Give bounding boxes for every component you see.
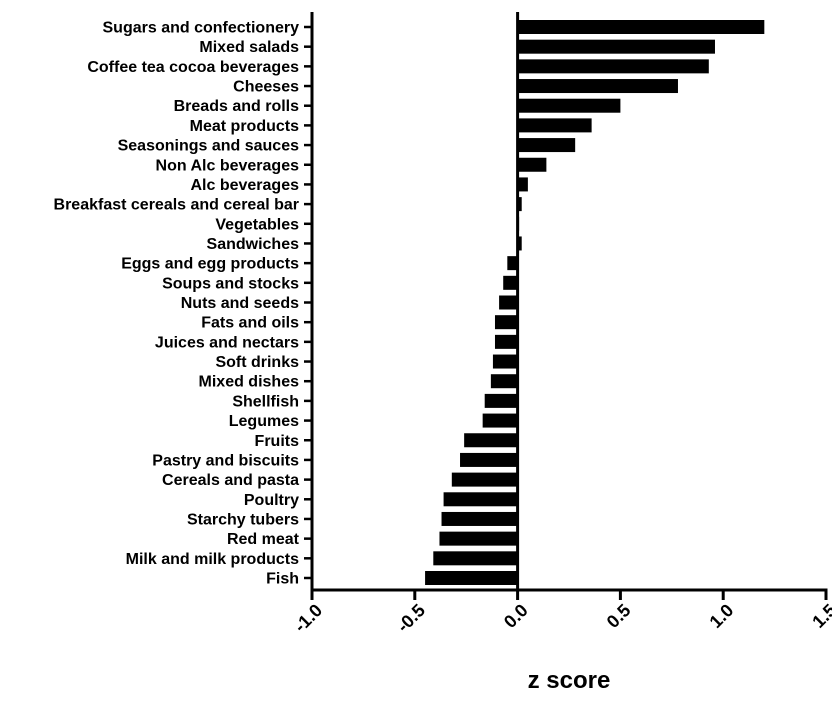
category-label: Mixed salads bbox=[199, 39, 299, 56]
category-label: Mixed dishes bbox=[199, 374, 300, 391]
bar bbox=[517, 177, 528, 192]
category-label: Soups and stocks bbox=[162, 275, 299, 292]
category-label: Seasonings and sauces bbox=[118, 138, 300, 155]
x-tick-label: 0.0 bbox=[500, 600, 532, 632]
category-label: Legumes bbox=[229, 413, 299, 430]
category-label: Vegetables bbox=[215, 216, 299, 233]
category-label: Pastry and biscuits bbox=[152, 452, 299, 469]
category-label: Eggs and egg products bbox=[121, 256, 299, 273]
category-label: Juices and nectars bbox=[155, 334, 299, 351]
category-label: Cheeses bbox=[233, 79, 299, 96]
bar bbox=[482, 413, 518, 428]
bar bbox=[490, 374, 518, 389]
bar bbox=[517, 138, 576, 153]
bar bbox=[517, 157, 547, 172]
x-ticks-group: -1.0 -0.5 0.0 0.5 1.0 1.5 bbox=[290, 590, 832, 636]
bar bbox=[439, 531, 518, 546]
x-axis-title: z score bbox=[528, 667, 611, 694]
bar bbox=[517, 118, 592, 133]
category-label: Sandwiches bbox=[207, 236, 300, 253]
x-tick-label: -1.0 bbox=[290, 600, 326, 636]
category-labels-group: Sugars and confectionery Mixed salads Coff… bbox=[54, 20, 300, 588]
category-label: Red meat bbox=[227, 531, 300, 548]
bar bbox=[425, 571, 518, 585]
bar bbox=[492, 354, 518, 369]
bar bbox=[517, 20, 765, 34]
category-label: Alc beverages bbox=[190, 177, 299, 194]
category-label: Shellfish bbox=[232, 393, 299, 410]
category-label: Nuts and seeds bbox=[181, 295, 299, 312]
bar bbox=[484, 393, 518, 408]
category-label: Coffee tea cocoa beverages bbox=[87, 59, 299, 76]
bar bbox=[517, 59, 709, 74]
bar bbox=[517, 236, 522, 251]
bar bbox=[503, 275, 518, 290]
bar bbox=[517, 98, 621, 113]
category-label: Fats and oils bbox=[201, 315, 299, 332]
bar bbox=[499, 295, 518, 310]
bar bbox=[494, 334, 518, 349]
category-label: Milk and milk products bbox=[126, 551, 299, 568]
bar bbox=[460, 452, 518, 467]
x-tick-label: 0.5 bbox=[603, 600, 635, 632]
category-label: Soft drinks bbox=[215, 354, 299, 371]
category-label: Breakfast cereals and cereal bar bbox=[54, 197, 299, 214]
category-label: Sugars and confectionery bbox=[103, 20, 300, 37]
category-label: Breads and rolls bbox=[174, 98, 299, 115]
bar bbox=[464, 433, 518, 448]
x-tick-label: -0.5 bbox=[393, 600, 429, 636]
bar bbox=[441, 511, 518, 526]
bar bbox=[517, 39, 715, 54]
category-label: Fish bbox=[266, 571, 299, 588]
bar bbox=[433, 551, 518, 566]
category-label: Meat products bbox=[190, 118, 299, 135]
category-label: Non Alc beverages bbox=[156, 157, 300, 174]
category-label: Starchy tubers bbox=[187, 511, 299, 528]
bars-group bbox=[425, 12, 765, 590]
x-tick-label: 1.5 bbox=[808, 600, 832, 632]
bar bbox=[451, 472, 518, 487]
x-tick-label: 1.0 bbox=[706, 600, 738, 632]
bar bbox=[443, 492, 518, 507]
bar bbox=[507, 256, 518, 271]
category-label: Cereals and pasta bbox=[162, 472, 299, 489]
bar bbox=[494, 315, 518, 330]
category-label: Fruits bbox=[255, 433, 300, 450]
bar bbox=[517, 197, 522, 212]
category-label: Poultry bbox=[244, 492, 299, 509]
bar bbox=[517, 79, 678, 94]
y-ticks-group bbox=[304, 25, 312, 580]
